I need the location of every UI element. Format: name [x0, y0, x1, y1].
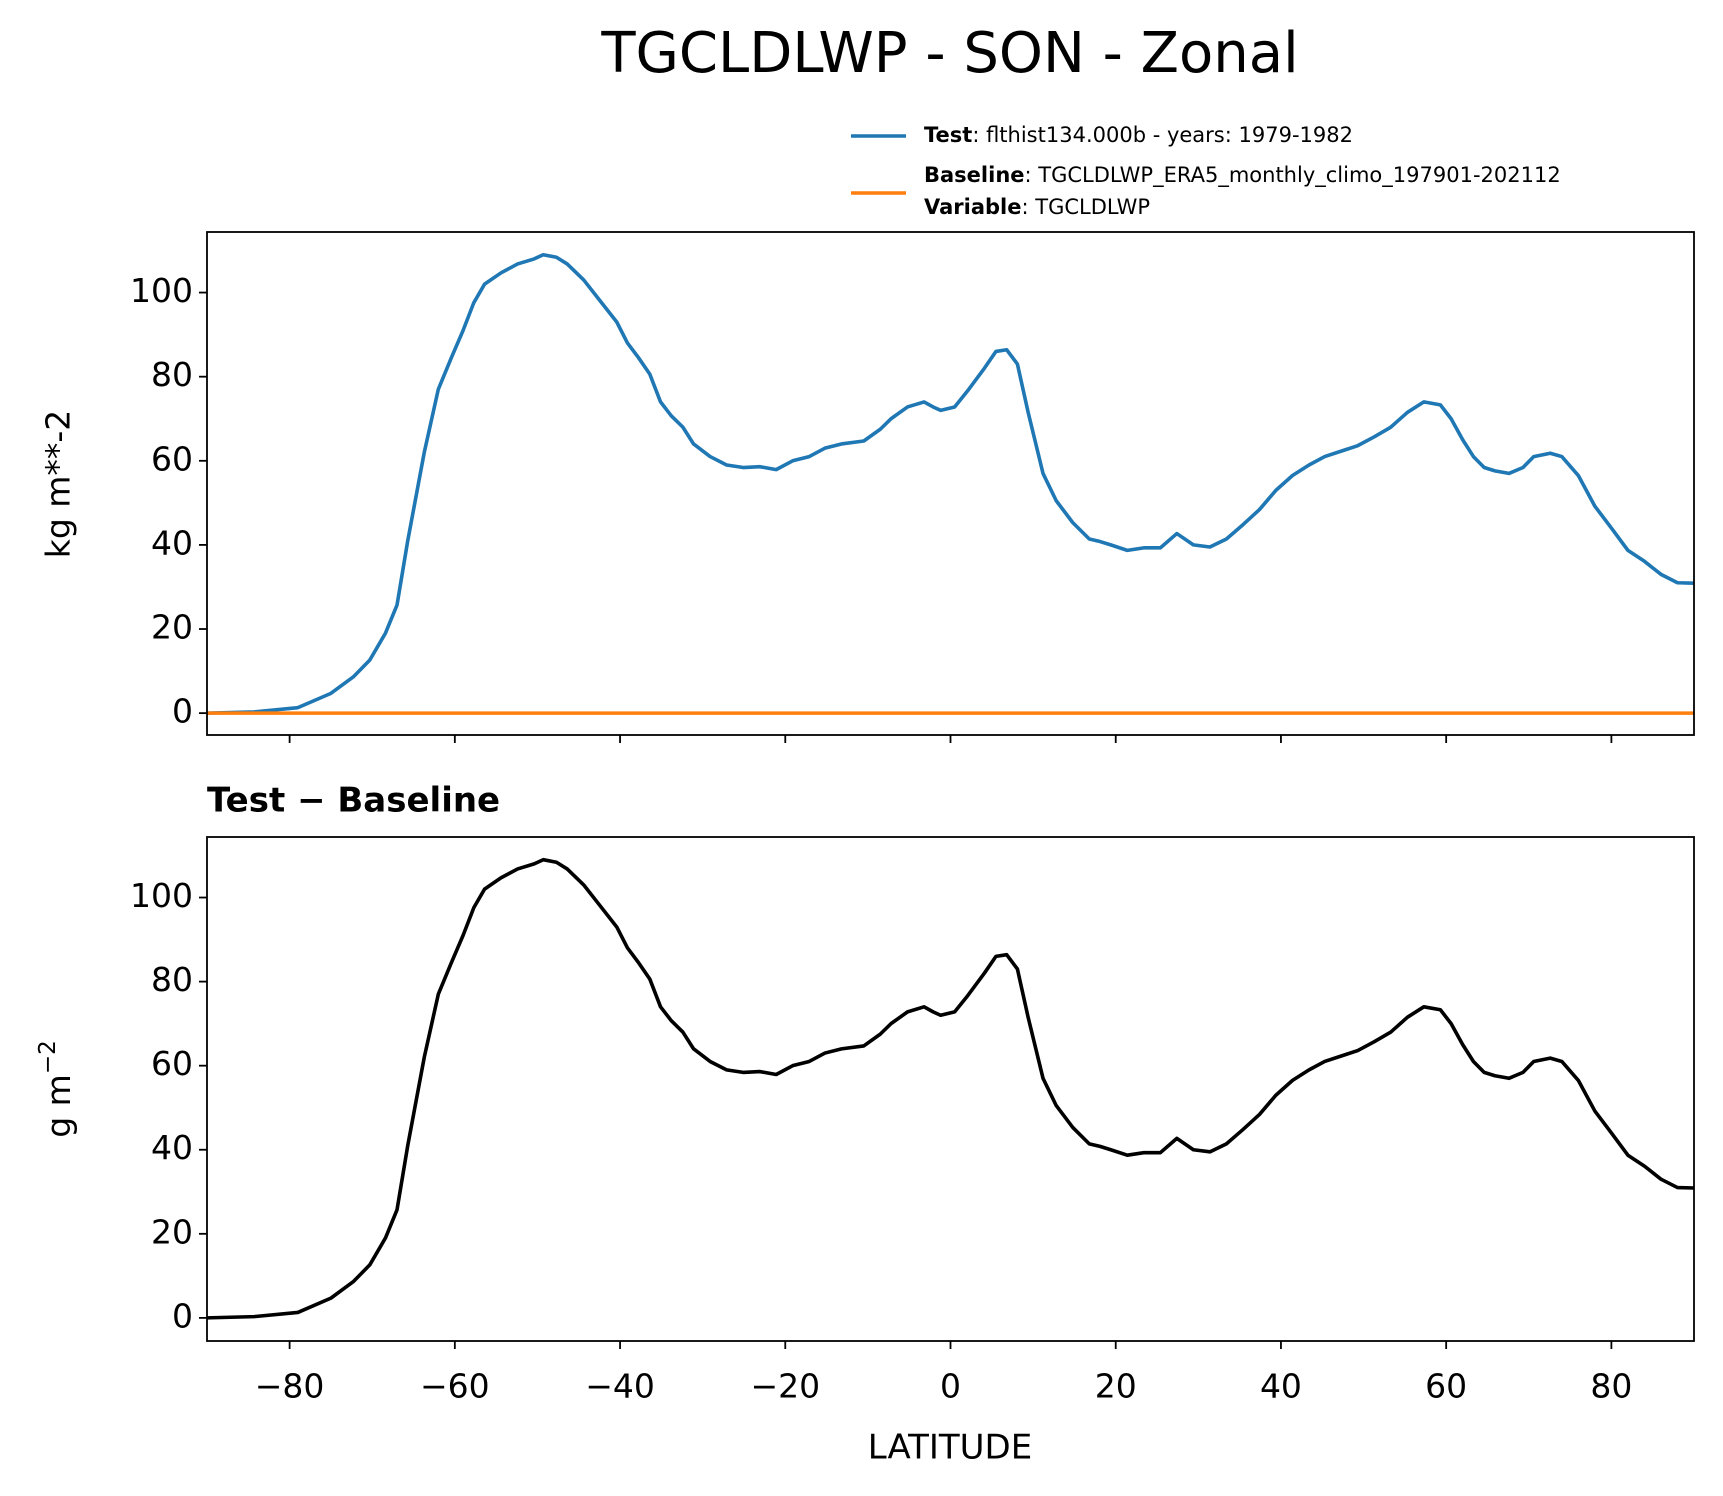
legend-detail: : flthist134.000b - years: 1979-1982 — [972, 123, 1353, 147]
figure-title: TGCLDLWP - SON - Zonal — [600, 21, 1298, 86]
x-tick-label: 80 — [1590, 1367, 1632, 1406]
y-tick-label: 80 — [151, 355, 193, 394]
y-tick-label: 40 — [151, 523, 193, 562]
y-axis-label: kg m**-2 — [39, 410, 78, 559]
legend-label: Baseline — [924, 163, 1025, 187]
x-tick-label: −40 — [585, 1367, 655, 1406]
series-line — [207, 252, 1694, 715]
y-tick-label: 100 — [130, 271, 193, 310]
legend-entry: Test: flthist134.000b - years: 1979-1982 — [924, 123, 1353, 147]
x-tick-label: −20 — [750, 1367, 820, 1406]
axes-frame — [206, 836, 1695, 1342]
y-axis-label-text: g m — [39, 1074, 78, 1138]
legend-entry: Baseline: TGCLDLWP_ERA5_monthly_climo_19… — [924, 163, 1561, 188]
legend-note-label: Variable — [924, 195, 1021, 219]
x-tick-label: 60 — [1425, 1367, 1467, 1406]
legend-label: Test — [924, 123, 972, 147]
axes-frame — [206, 231, 1695, 736]
y-axis-label-exponent: −2 — [35, 1040, 61, 1074]
y-tick-label: 60 — [151, 439, 193, 478]
x-axis-label: LATITUDE — [868, 1428, 1032, 1468]
x-tick-label: 40 — [1260, 1367, 1302, 1406]
y-tick-label: 80 — [151, 960, 193, 999]
legend-note-detail: : TGCLDLWP — [1021, 195, 1150, 219]
legend-detail: : TGCLDLWP_ERA5_monthly_climo_197901-202… — [1025, 163, 1561, 188]
y-tick-label: 20 — [151, 608, 193, 647]
y-tick-label: 100 — [130, 876, 193, 915]
panel-title: Test − Baseline — [207, 781, 500, 821]
y-tick-label: 0 — [172, 1296, 193, 1335]
series-line — [207, 857, 1694, 1320]
y-tick-label: 0 — [172, 692, 193, 731]
x-tick-label: −80 — [255, 1367, 325, 1406]
y-axis-label: g m−2 — [35, 1040, 78, 1138]
y-tick-label: 20 — [151, 1212, 193, 1251]
legend-note: Variable: TGCLDLWP — [924, 195, 1150, 219]
x-tick-label: 20 — [1095, 1367, 1137, 1406]
y-tick-label: 60 — [151, 1044, 193, 1083]
x-tick-label: 0 — [940, 1367, 961, 1406]
x-tick-label: −60 — [420, 1367, 490, 1406]
y-tick-label: 40 — [151, 1128, 193, 1167]
